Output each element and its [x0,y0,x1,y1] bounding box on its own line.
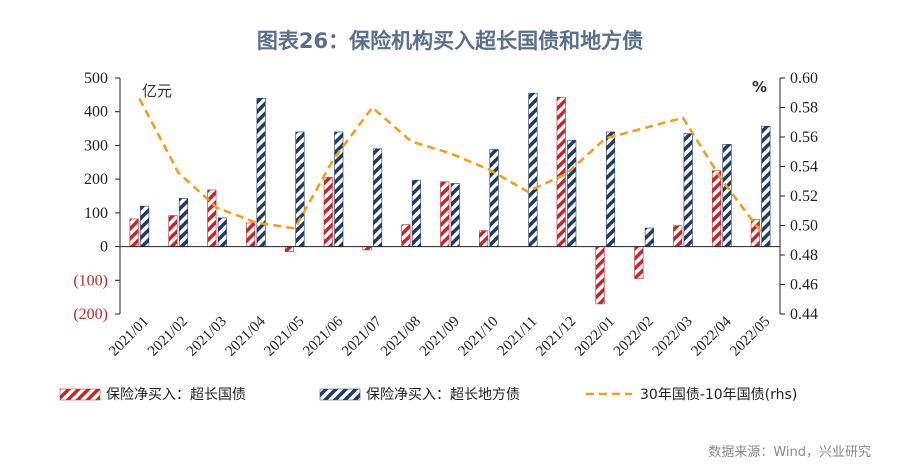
x-tick-label: 2021/03 [184,314,230,360]
x-tick-label: 2021/08 [378,314,424,360]
left-tick-label: 100 [84,205,108,222]
legend-label-series3: 30年国债-10年国债(rhs) [640,387,797,403]
bar-series2 [334,131,344,247]
bar-series2 [411,179,421,247]
bar-series1 [284,246,295,252]
source-note: 数据来源：Wind，兴业研究 [708,445,871,460]
bar-series1 [634,246,644,279]
left-tick-label: (200) [73,306,108,323]
right-tick-label: 0.54 [790,159,818,176]
bar-series1 [440,181,450,247]
right-tick-label: 0.44 [790,306,818,323]
x-tick-label: 2021/10 [456,314,502,360]
plot-area [129,92,771,305]
left-tick-label: 200 [84,171,108,188]
bar-series2 [178,198,189,247]
right-tick-label: 0.58 [790,100,818,117]
x-tick-label: 2021/12 [533,314,579,360]
legend-label-series1: 保险净买入：超长国债 [106,387,246,403]
x-tick-label: 2022/03 [650,314,696,360]
right-tick-label: 0.46 [790,277,818,294]
x-tick-label: 2021/04 [223,313,269,359]
right-tick-label: 0.60 [790,70,818,87]
left-axis: 500 400 300 200 100 0 (100) (200) [73,70,121,323]
bar-series2 [761,125,771,247]
x-tick-label: 2021/09 [417,314,463,360]
x-tick-label: 2021/07 [339,313,385,359]
bar-series1 [595,246,605,305]
x-tick-label: 2022/05 [727,314,773,360]
left-tick-label: 300 [84,137,108,154]
bar-series2 [567,140,577,247]
bar-series1 [711,170,722,247]
right-axis-unit: % [752,78,767,96]
left-tick-label: (100) [73,272,108,289]
bar-series2 [722,144,732,247]
x-tick-label: 2022/01 [572,314,618,360]
x-axis: 2021/012021/022021/032021/042021/052021/… [106,246,780,360]
x-tick-label: 2021/06 [300,313,346,359]
chart-title: 图表26：保险机构买入超长国债和地方债 [257,29,643,53]
bar-series2 [605,131,616,247]
x-tick-label: 2021/11 [495,314,541,360]
bar-series2 [140,205,150,247]
x-tick-label: 2022/02 [611,314,657,360]
bar-series1 [362,246,372,251]
left-tick-label: 0 [100,239,108,256]
legend-swatch-series1 [59,388,101,401]
legend-label-series2: 保险净买入：超长地方债 [366,387,520,403]
bar-series2 [489,149,499,247]
right-axis: 0.60 0.58 0.56 0.54 0.52 0.50 0.48 0.46 0.44 [779,70,818,323]
x-tick-label: 2022/04 [689,313,735,359]
bar-series1 [246,222,256,247]
left-tick-label: 400 [84,104,108,121]
bar-series2 [373,148,383,247]
bar-series2 [683,133,693,247]
x-tick-label: 2021/01 [106,314,152,360]
left-axis-unit: 亿元 [142,82,172,100]
bar-series1 [750,219,760,247]
bar-series2 [450,183,460,247]
right-tick-label: 0.52 [790,188,818,205]
x-tick-label: 2021/02 [145,314,191,360]
bar-series2 [644,227,654,247]
legend-swatch-series2 [319,388,361,401]
bar-series1 [168,215,178,247]
x-tick-label: 2021/05 [261,314,307,360]
bar-series2 [217,217,227,247]
right-tick-label: 0.48 [790,247,818,264]
bar-series1 [129,218,139,247]
legend: 保险净买入：超长国债 保险净买入：超长地方债 30年国债-10年国债(rhs) [59,387,797,403]
line-series3 [138,98,762,233]
bar-series1 [673,225,683,247]
bar-series1 [556,96,566,247]
bar-series2 [528,92,538,247]
right-tick-label: 0.56 [790,129,818,146]
bar-series2 [295,131,305,247]
left-tick-label: 500 [84,70,108,87]
bar-series1 [401,224,411,247]
bar-series1 [207,189,217,247]
bar-series1 [479,230,489,247]
bar-series1 [323,177,333,247]
right-tick-label: 0.50 [790,218,818,235]
